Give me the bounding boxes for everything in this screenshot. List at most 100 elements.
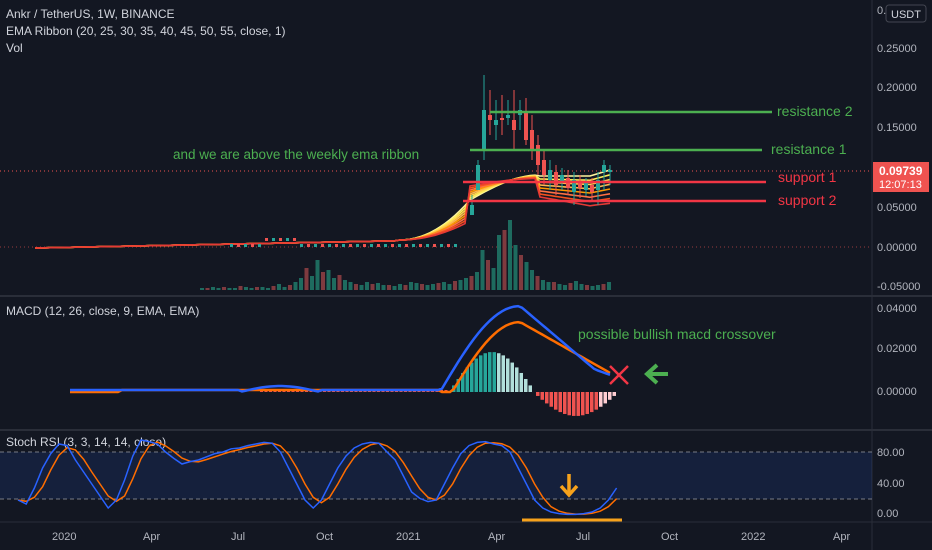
price-tick: -0.05000 — [877, 281, 920, 293]
candle-body — [286, 238, 289, 241]
macd-annotation[interactable]: possible bullish macd crossover — [578, 326, 776, 342]
candle-body — [494, 120, 498, 125]
time-label: Apr — [833, 531, 850, 543]
time-label: 2020 — [52, 531, 76, 543]
candle-body — [536, 145, 540, 165]
resistance-2-label[interactable]: resistance 2 — [777, 103, 853, 119]
histogram-bar — [567, 392, 571, 416]
support-2-label[interactable]: support 2 — [778, 192, 837, 208]
candle-body — [244, 244, 247, 247]
support-1-label[interactable]: support 1 — [778, 169, 837, 185]
histogram-bar — [540, 392, 544, 400]
volume-bar — [398, 284, 402, 290]
time-label: Oct — [316, 531, 333, 543]
macd-axis[interactable]: 0.04000 0.02000 0.00000 — [877, 303, 917, 398]
candle-body — [454, 244, 457, 247]
candle-body — [572, 180, 576, 192]
stoch-tick: 0.00 — [877, 508, 898, 520]
volume-bar — [299, 278, 303, 290]
volume-bar — [541, 280, 545, 290]
histogram-bar — [585, 392, 589, 414]
countdown-timer: 12:07:13 — [879, 179, 922, 191]
volume-bar — [497, 235, 501, 290]
time-label: 2021 — [396, 531, 420, 543]
histogram-bar — [474, 358, 478, 392]
candle-body — [391, 244, 394, 247]
price-tick: 0.15000 — [877, 122, 917, 134]
volume-bar — [343, 280, 347, 290]
resistance-1-label[interactable]: resistance 1 — [771, 141, 847, 157]
volume-bar — [321, 272, 325, 290]
volume-legend[interactable]: Vol — [6, 41, 23, 55]
histogram-bar — [506, 358, 510, 392]
candle-body — [398, 244, 401, 247]
volume-bar — [326, 270, 331, 290]
histogram-bar — [590, 392, 594, 413]
histogram-bar — [558, 392, 562, 413]
volume-bar — [282, 287, 287, 290]
candle-body — [506, 115, 510, 118]
candle-body — [590, 185, 594, 192]
volume-bar — [222, 287, 226, 290]
ribbon-line — [34, 177, 611, 249]
volume-bar — [387, 285, 391, 290]
histogram-bar — [603, 392, 607, 404]
volume-bar — [376, 283, 380, 290]
ema-ribbon-legend[interactable]: EMA Ribbon (20, 25, 30, 35, 40, 45, 50, … — [6, 24, 286, 38]
macd-tick: 0.02000 — [877, 343, 917, 355]
histogram-bar — [465, 367, 469, 392]
volume-bar — [332, 278, 336, 290]
macd-histogram — [260, 352, 616, 416]
candle-body — [530, 130, 534, 150]
volume-bar — [354, 284, 358, 290]
candle-body — [251, 244, 254, 247]
stoch-legend[interactable]: Stoch RSI (3, 3, 14, 14, close) — [6, 435, 166, 449]
volume-bar — [475, 272, 479, 290]
macd-legend[interactable]: MACD (12, 26, close, 9, EMA, EMA) — [6, 304, 199, 318]
candle-body — [349, 244, 352, 247]
candle-body — [356, 244, 359, 247]
time-label: 2022 — [741, 531, 765, 543]
candle-body — [370, 244, 373, 247]
price-tick: 0.00000 — [877, 242, 917, 254]
candle-body — [265, 238, 268, 241]
histogram-bar — [497, 353, 501, 392]
candle-body — [470, 205, 474, 215]
ribbon-line — [34, 174, 611, 249]
candle-body — [524, 112, 528, 140]
volume-bar — [596, 285, 600, 290]
price-tick: 0.05000 — [877, 202, 917, 214]
last-price-tag-bg — [873, 162, 929, 192]
stoch-axis[interactable]: 80.00 40.00 0.00 — [877, 447, 905, 520]
volume-bar — [464, 278, 468, 290]
macd-tick: 0.00000 — [877, 386, 917, 398]
currency-badge[interactable]: USDT — [885, 4, 927, 23]
symbol-title[interactable]: Ankr / TetherUS, 1W, BINANCE — [6, 7, 175, 21]
volume-bar — [458, 280, 463, 290]
candle-body — [560, 175, 564, 182]
currency-badge-label: USDT — [891, 9, 921, 21]
ribbon-annotation[interactable]: and we are above the weekly ema ribbon — [173, 147, 419, 162]
volume-bar — [579, 284, 584, 290]
volume-bar — [216, 288, 221, 290]
histogram-bar — [563, 392, 567, 414]
histogram-bar — [599, 392, 603, 407]
price-axis[interactable]: 0.30000 0.25000 0.20000 0.15000 0.05000 … — [877, 5, 920, 293]
histogram-bar — [549, 392, 553, 407]
ribbon-line — [34, 176, 611, 249]
candle-body — [542, 160, 546, 175]
currency-badge-frame[interactable] — [885, 4, 927, 23]
volume-bar — [453, 281, 457, 290]
ribbon-line — [34, 177, 611, 249]
volume-bar — [277, 284, 281, 290]
price-tick: 0.25000 — [877, 43, 917, 55]
volume-bar — [491, 268, 496, 290]
volume-bar — [530, 270, 534, 290]
histogram-bar — [515, 367, 519, 392]
volume-bar — [266, 288, 270, 290]
volume-bar — [585, 285, 589, 290]
time-label: Jul — [576, 531, 590, 543]
time-axis[interactable]: 2020 Apr Jul Oct 2021 Apr Jul Oct 2022 A… — [52, 531, 850, 543]
histogram-bar — [510, 362, 514, 392]
